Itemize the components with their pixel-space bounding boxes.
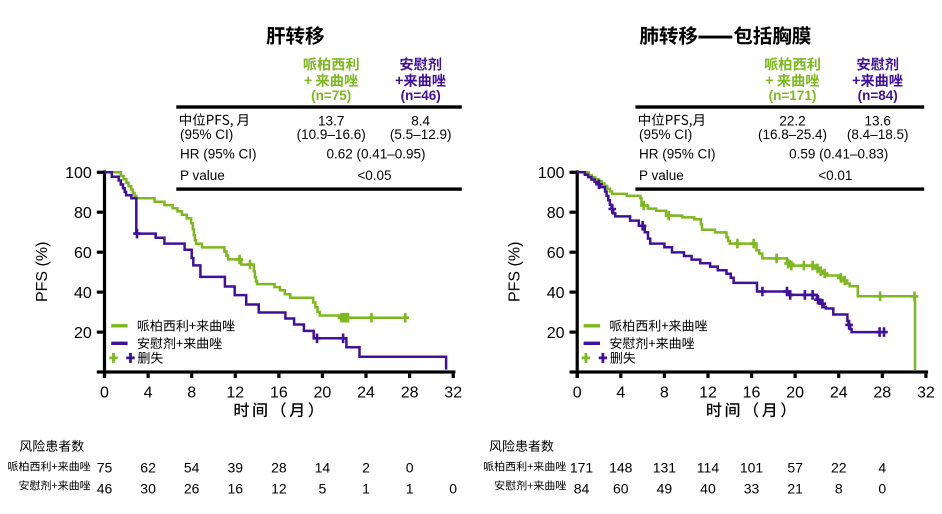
svg-text:4: 4 — [144, 384, 153, 401]
svg-text:HR (95% CI): HR (95% CI) — [180, 147, 257, 162]
svg-text:171: 171 — [570, 460, 594, 476]
svg-text:1: 1 — [406, 480, 414, 496]
svg-text:0: 0 — [573, 384, 582, 401]
svg-text:32: 32 — [917, 384, 935, 401]
svg-text:22: 22 — [831, 460, 847, 476]
svg-text:(n=171): (n=171) — [769, 88, 817, 103]
svg-text:(8.4–18.5): (8.4–18.5) — [847, 127, 909, 142]
svg-text:24: 24 — [830, 384, 848, 401]
svg-text:PFS (%): PFS (%) — [507, 242, 524, 302]
svg-text:28: 28 — [271, 460, 287, 476]
svg-text:0.62 (0.41–0.95): 0.62 (0.41–0.95) — [326, 147, 425, 162]
svg-text:13.6: 13.6 — [865, 114, 891, 129]
svg-text:16: 16 — [227, 480, 243, 496]
svg-text:(n=84): (n=84) — [858, 88, 898, 103]
svg-text:4: 4 — [878, 460, 886, 476]
svg-text:101: 101 — [740, 460, 764, 476]
svg-text:(5.5–12.9): (5.5–12.9) — [390, 127, 452, 142]
svg-text:20: 20 — [314, 384, 332, 401]
svg-text:62: 62 — [140, 460, 156, 476]
svg-text:100: 100 — [65, 165, 92, 182]
svg-text:12: 12 — [226, 384, 244, 401]
svg-text:49: 49 — [657, 480, 673, 496]
svg-text:12: 12 — [699, 384, 717, 401]
svg-text:2: 2 — [362, 460, 370, 476]
svg-text:22.2: 22.2 — [779, 114, 805, 129]
svg-text:30: 30 — [140, 480, 156, 496]
svg-text:(95% CI): (95% CI) — [180, 127, 233, 142]
svg-text:1: 1 — [362, 480, 370, 496]
svg-text:5: 5 — [319, 480, 327, 496]
svg-text:0: 0 — [878, 480, 886, 496]
svg-text:54: 54 — [184, 460, 200, 476]
svg-text:20: 20 — [786, 384, 804, 401]
svg-text:13.7: 13.7 — [318, 114, 344, 129]
svg-text:40: 40 — [700, 480, 716, 496]
svg-text:39: 39 — [227, 460, 243, 476]
svg-text:14: 14 — [315, 460, 331, 476]
svg-text:114: 114 — [697, 460, 720, 476]
svg-text:HR (95% CI): HR (95% CI) — [639, 147, 716, 162]
svg-text:100: 100 — [538, 165, 565, 182]
svg-text:12: 12 — [271, 480, 287, 496]
svg-text:20: 20 — [74, 325, 92, 342]
svg-text:40: 40 — [74, 285, 92, 302]
svg-text:(95% CI): (95% CI) — [639, 127, 692, 142]
svg-text:(16.8–25.4): (16.8–25.4) — [758, 127, 827, 142]
svg-text:33: 33 — [744, 480, 760, 496]
svg-text:24: 24 — [357, 384, 375, 401]
svg-text:75: 75 — [97, 460, 113, 476]
svg-text:0: 0 — [449, 480, 457, 496]
svg-text:PFS (%): PFS (%) — [34, 242, 51, 302]
svg-text:8.4: 8.4 — [411, 114, 430, 129]
svg-text:46: 46 — [97, 480, 113, 496]
svg-text:P value: P value — [639, 168, 684, 183]
svg-text:8: 8 — [660, 384, 669, 401]
svg-text:20: 20 — [547, 325, 565, 342]
svg-text:148: 148 — [609, 460, 633, 476]
svg-text:80: 80 — [547, 205, 565, 222]
svg-text:28: 28 — [401, 384, 419, 401]
svg-text:(n=75): (n=75) — [311, 88, 351, 103]
svg-text:(n=46): (n=46) — [401, 88, 441, 103]
svg-text:P value: P value — [180, 168, 225, 183]
svg-text:60: 60 — [547, 245, 565, 262]
svg-text:0: 0 — [100, 384, 109, 401]
svg-text:21: 21 — [787, 480, 803, 496]
svg-text:0.59 (0.41–0.83): 0.59 (0.41–0.83) — [789, 147, 888, 162]
svg-text:8: 8 — [187, 384, 196, 401]
svg-text:16: 16 — [743, 384, 761, 401]
svg-text:28: 28 — [873, 384, 891, 401]
svg-text:32: 32 — [444, 384, 462, 401]
svg-text:131: 131 — [653, 460, 677, 476]
svg-text:60: 60 — [613, 480, 629, 496]
svg-text:<0.05: <0.05 — [357, 168, 391, 183]
svg-text:16: 16 — [270, 384, 288, 401]
svg-text:57: 57 — [787, 460, 803, 476]
svg-text:40: 40 — [547, 285, 565, 302]
svg-text:4: 4 — [616, 384, 625, 401]
svg-text:<0.01: <0.01 — [818, 168, 852, 183]
svg-text:80: 80 — [74, 205, 92, 222]
svg-text:(10.9–16.6): (10.9–16.6) — [297, 127, 366, 142]
svg-text:60: 60 — [74, 245, 92, 262]
svg-text:26: 26 — [184, 480, 200, 496]
svg-text:0: 0 — [406, 460, 414, 476]
svg-text:84: 84 — [574, 480, 590, 496]
svg-text:8: 8 — [835, 480, 843, 496]
